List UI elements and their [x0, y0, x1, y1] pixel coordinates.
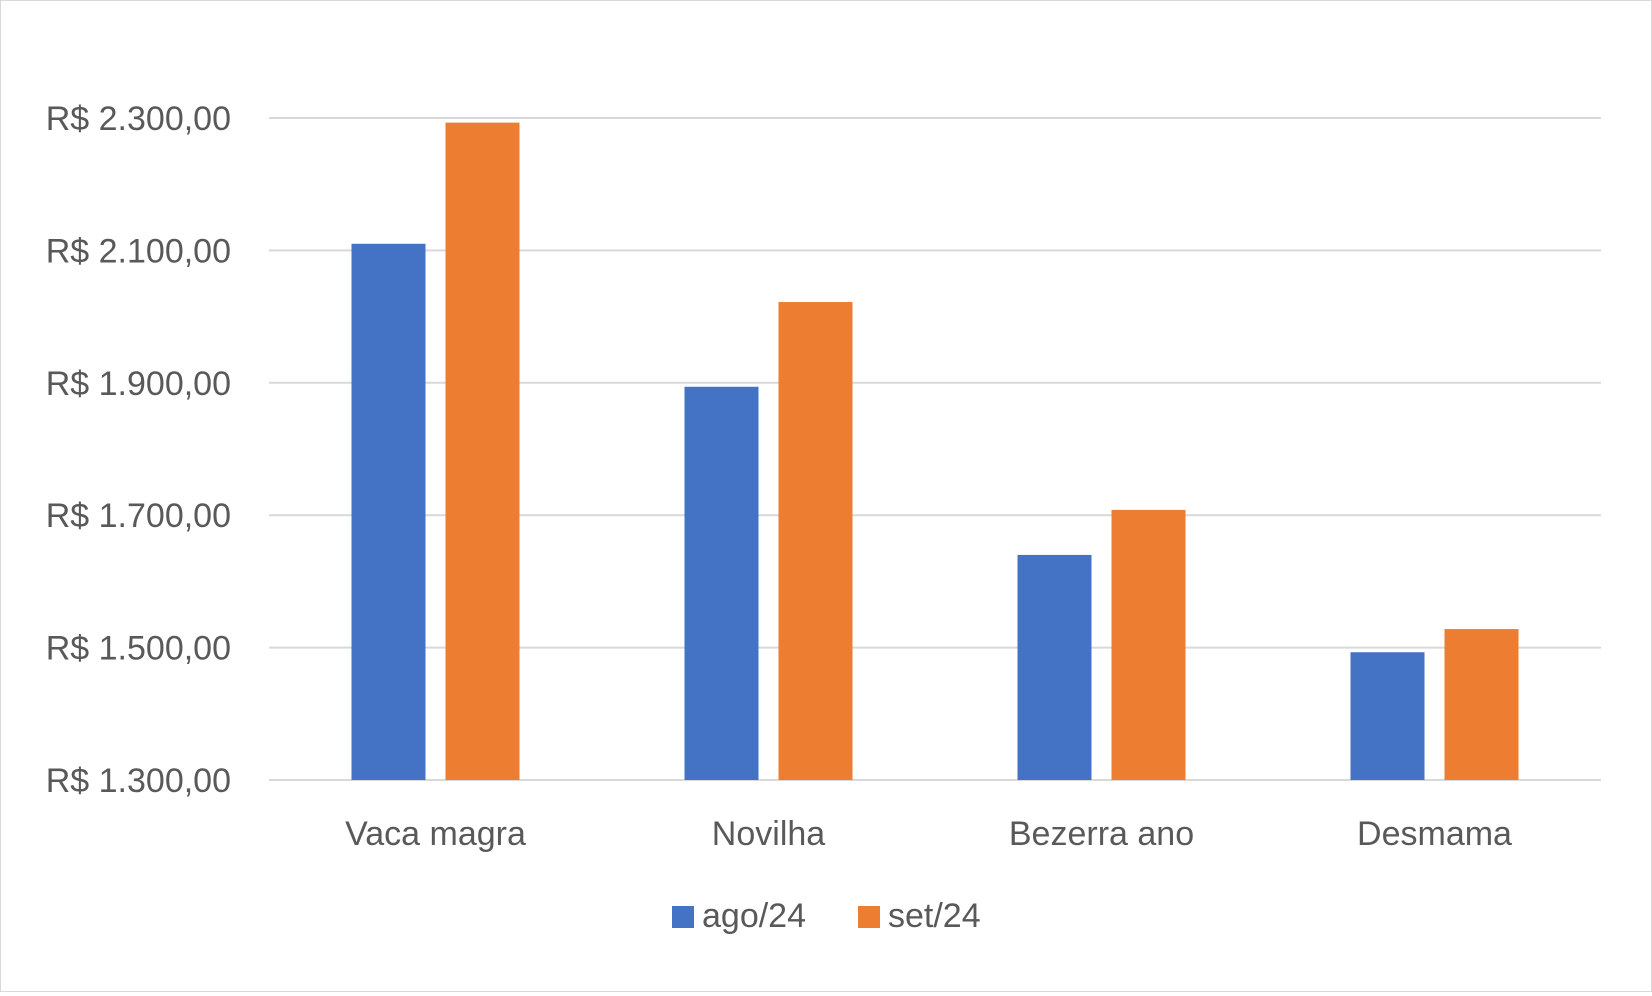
- x-category-label: Desmama: [1357, 815, 1512, 853]
- x-axis-category-labels: Vaca magra Novilha Bezerra ano Desmama: [345, 815, 1512, 853]
- x-category-label: Bezerra ano: [1009, 815, 1194, 853]
- bars: [351, 122, 1519, 780]
- legend-label: set/24: [888, 897, 981, 935]
- y-tick-label: R$ 2.300,00: [46, 100, 231, 138]
- bar-set-24-bezerra-ano: [1111, 509, 1186, 780]
- y-tick-label: R$ 1.500,00: [46, 630, 231, 668]
- x-category-label: Novilha: [712, 815, 825, 853]
- bar-ago-24-novilha: [684, 386, 759, 780]
- x-category-label: Vaca magra: [345, 815, 526, 853]
- legend-label: ago/24: [702, 897, 806, 935]
- y-axis-tick-labels: R$ 1.300,00 R$ 1.500,00 R$ 1.700,00 R$ 1.90…: [46, 100, 231, 800]
- bar-ago-24-bezerra-ano: [1017, 554, 1092, 780]
- bar-set-24-desmama: [1444, 629, 1519, 780]
- legend-swatch: [672, 906, 694, 928]
- y-tick-label: R$ 1.700,00: [46, 497, 231, 535]
- y-tick-label: R$ 1.300,00: [46, 762, 231, 800]
- y-tick-label: R$ 1.900,00: [46, 365, 231, 403]
- bar-set-24-vaca-magra: [445, 122, 520, 780]
- bar-ago-24-vaca-magra: [351, 243, 426, 780]
- bar-ago-24-desmama: [1350, 652, 1425, 780]
- y-tick-label: R$ 2.100,00: [46, 232, 231, 270]
- bar-set-24-novilha: [778, 302, 853, 780]
- legend-swatch: [858, 906, 880, 928]
- legend: ago/24 set/24: [672, 897, 981, 935]
